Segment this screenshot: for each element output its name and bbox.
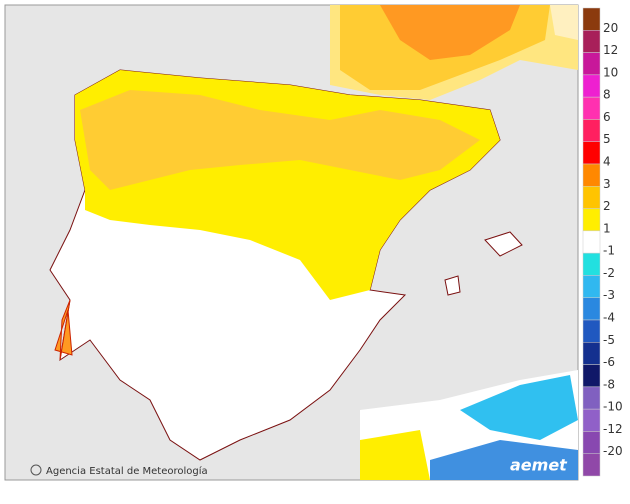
legend: 20 12 10 8 6 5 4 3 2 1 -1 -2 -3 -4 -5 -6 -8 -10 -12 -20 <box>582 7 623 477</box>
north-mild <box>80 90 480 190</box>
legend-label: 1 <box>603 221 611 235</box>
legend-label: 6 <box>603 110 611 124</box>
legend-label: 2 <box>603 199 611 213</box>
legend-swatch <box>582 364 601 388</box>
legend-label: -4 <box>603 311 615 325</box>
legend-swatch <box>582 208 601 232</box>
coast-hot <box>54 299 73 361</box>
legend-label: -10 <box>603 400 623 414</box>
logo: aemet <box>510 456 568 475</box>
legend-swatch <box>582 252 601 276</box>
credit: Agencia Estatal de Meteorología <box>46 465 208 477</box>
legend-label: -20 <box>603 444 623 458</box>
legend-swatch <box>582 230 601 254</box>
legend-label: -2 <box>603 266 615 280</box>
legend-label: -6 <box>603 355 615 369</box>
legend-label: 8 <box>603 88 611 102</box>
africa-cool <box>460 375 578 440</box>
legend-swatch <box>582 275 601 298</box>
legend-label: 10 <box>603 65 618 79</box>
legend-label: -5 <box>603 333 615 347</box>
legend-swatch <box>582 52 601 76</box>
legend-swatch <box>582 96 601 120</box>
legend-label: 20 <box>603 21 618 35</box>
legend-swatch <box>582 408 601 432</box>
legend-swatch <box>582 7 601 31</box>
legend-label: -3 <box>603 288 615 302</box>
legend-label: -1 <box>603 244 615 258</box>
balearic-islands <box>444 231 523 296</box>
legend-swatch <box>582 141 601 165</box>
legend-label: -8 <box>603 377 615 391</box>
africa-warm <box>360 430 430 480</box>
legend-label: 3 <box>603 177 611 191</box>
legend-swatch <box>582 30 601 53</box>
alps <box>550 5 578 40</box>
logo-icon <box>30 464 42 476</box>
legend-swatch <box>582 297 601 321</box>
legend-label: 5 <box>603 132 611 146</box>
legend-swatch <box>582 163 601 187</box>
legend-swatch <box>582 431 601 454</box>
legend-label: -12 <box>603 422 623 436</box>
legend-label: 4 <box>603 155 611 169</box>
legend-swatch <box>582 186 601 209</box>
legend-label: 12 <box>603 43 618 57</box>
legend-swatch <box>582 453 601 477</box>
africa-cold <box>430 440 578 480</box>
legend-swatch <box>582 342 601 365</box>
legend-swatch <box>582 119 601 142</box>
legend-swatch <box>582 74 601 98</box>
legend-swatch <box>582 386 601 410</box>
legend-swatch <box>582 319 601 343</box>
france-hot <box>380 5 520 60</box>
